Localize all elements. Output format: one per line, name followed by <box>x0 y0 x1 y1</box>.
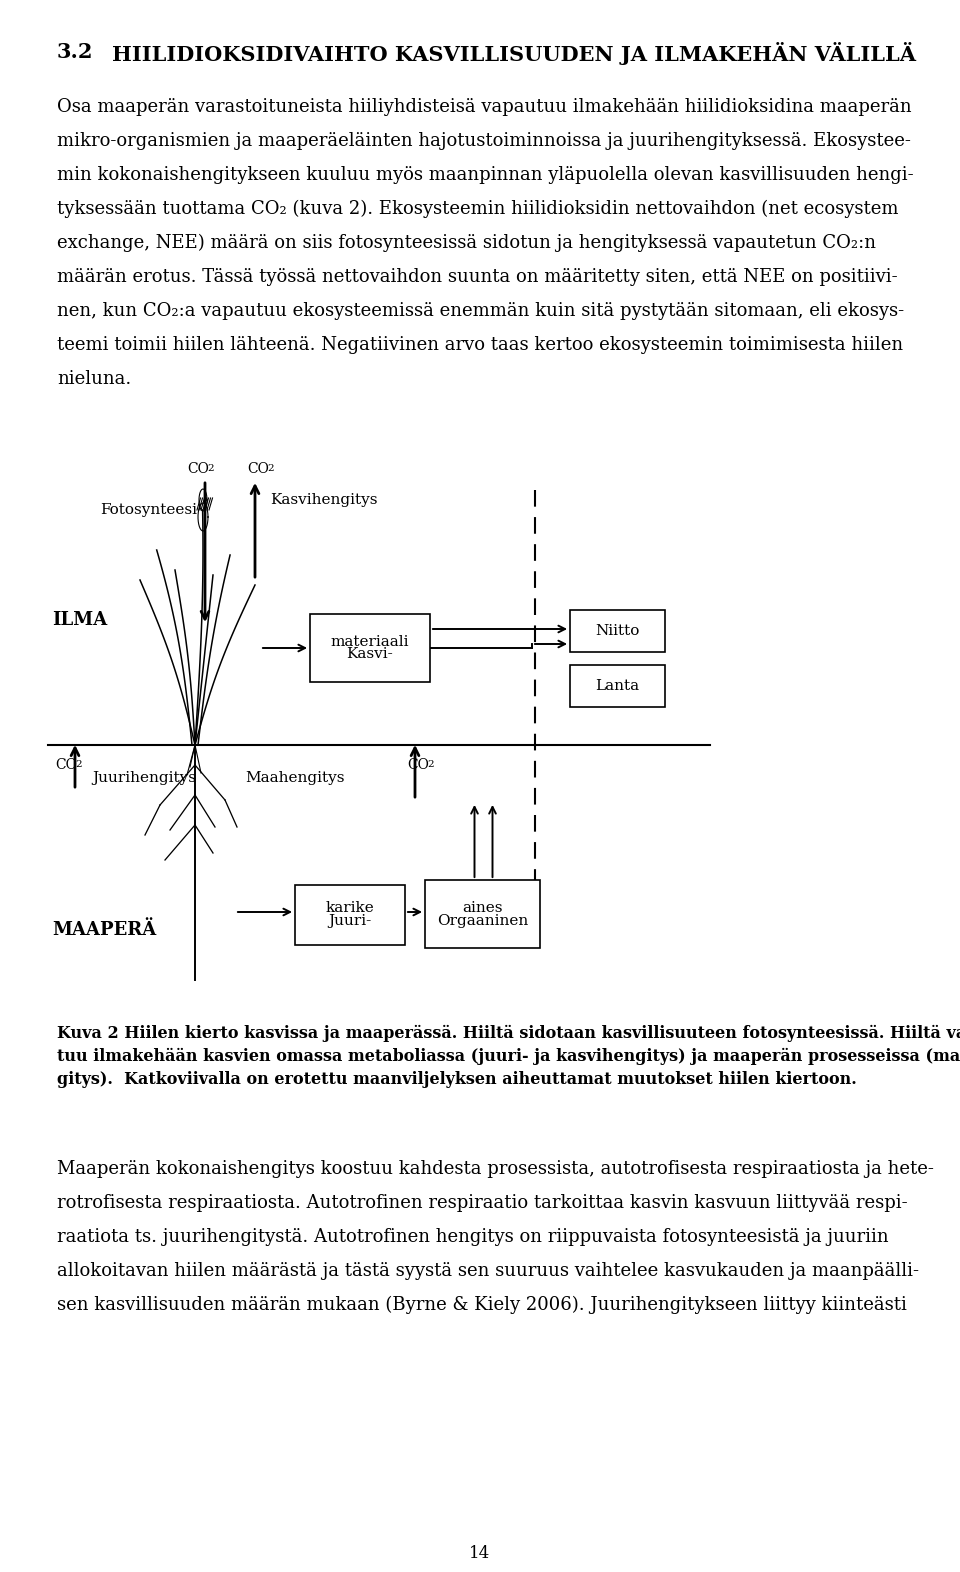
Text: CO: CO <box>55 758 77 772</box>
Text: karike: karike <box>325 901 374 915</box>
Text: Osa maaperän varastoituneista hiiliyhdisteisä vapautuu ilmakehään hiilidioksidin: Osa maaperän varastoituneista hiiliyhdis… <box>57 97 912 116</box>
Text: nen, kun CO₂:a vapautuu ekosysteemissä enemmän kuin sitä pystytään sitomaan, eli: nen, kun CO₂:a vapautuu ekosysteemissä e… <box>57 302 904 321</box>
Text: materiaali: materiaali <box>331 635 409 649</box>
Bar <box>570 665 665 707</box>
Bar <box>570 610 665 652</box>
Text: MAAPERÄ: MAAPERÄ <box>52 921 156 938</box>
Text: ILMA: ILMA <box>52 612 108 629</box>
Text: teemi toimii hiilen lähteenä. Negatiivinen arvo taas kertoo ekosysteemin toimimi: teemi toimii hiilen lähteenä. Negatiivin… <box>57 336 903 354</box>
Text: CO: CO <box>187 462 209 476</box>
Text: tuu ilmakehään kasvien omassa metaboliassa (juuri- ja kasvihengitys) ja maaperän: tuu ilmakehään kasvien omassa metabolias… <box>57 1049 960 1066</box>
Text: määrän erotus. Tässä työssä nettovaihdon suunta on määritetty siten, että NEE on: määrän erotus. Tässä työssä nettovaihdon… <box>57 267 898 286</box>
Bar <box>425 880 540 948</box>
Text: 2: 2 <box>75 759 82 769</box>
Text: tyksessään tuottama CO₂ (kuva 2). Ekosysteemin hiilidioksidin nettovaihdon (⁠net: tyksessään tuottama CO₂ (kuva 2). Ekosys… <box>57 200 899 219</box>
Text: Kuva 2 Hiilen kierto kasvissa ja maaperässä. Hiiltä sidotaan kasvillisuuteen fot: Kuva 2 Hiilen kierto kasvissa ja maaperä… <box>57 1025 960 1042</box>
Text: gitys).  Katkoviivalla on erotettu maanviljelyksen aiheuttamat muutokset hiilen : gitys). Katkoviivalla on erotettu maanvi… <box>57 1071 856 1088</box>
Text: CO: CO <box>247 462 269 476</box>
Text: Orgaaninen: Orgaaninen <box>437 913 528 927</box>
Text: 2: 2 <box>427 759 434 769</box>
Text: Maaperän kokonaishengitys koostuu kahdesta prosessista, autotrofisesta respiraat: Maaperän kokonaishengitys koostuu kahdes… <box>57 1160 934 1177</box>
Text: 3.2: 3.2 <box>57 42 93 61</box>
Text: Kasvihengitys: Kasvihengitys <box>270 494 377 508</box>
Text: 2: 2 <box>267 464 274 473</box>
Text: 2: 2 <box>207 464 214 473</box>
Text: nieluna.: nieluna. <box>57 369 132 388</box>
Text: 14: 14 <box>469 1545 491 1563</box>
Text: raatiota ts. juurihengitystä. Autotrofinen hengitys on riippuvaista fotosynteesi: raatiota ts. juurihengitystä. Autotrofin… <box>57 1228 889 1247</box>
Text: Niitto: Niitto <box>595 624 639 638</box>
Text: Juurihengitys: Juurihengitys <box>92 770 196 784</box>
Text: Juuri-: Juuri- <box>328 915 372 929</box>
Text: allokoitavan hiilen määrästä ja tästä syystä sen suuruus vaihtelee kasvukauden j: allokoitavan hiilen määrästä ja tästä sy… <box>57 1262 919 1280</box>
Text: rotrofisesta respiraatiosta. Autotrofinen respiraatio tarkoittaa kasvin kasvuun : rotrofisesta respiraatiosta. Autotrofine… <box>57 1195 907 1212</box>
Text: Lanta: Lanta <box>595 679 639 693</box>
Text: HIILIDIOKSIDIVAIHTO KASVILLISUUDEN JA ILMAKEHÄN VÄLILLÄ: HIILIDIOKSIDIVAIHTO KASVILLISUUDEN JA IL… <box>112 42 916 64</box>
Bar <box>310 615 430 682</box>
Text: mikro-organismien ja maaperäeläinten hajotustoiminnoissa ja juurihengityksessä. : mikro-organismien ja maaperäeläinten haj… <box>57 132 911 149</box>
Text: min kokonaishengitykseen kuuluu myös maanpinnan yläpuolella olevan kasvillisuude: min kokonaishengitykseen kuuluu myös maa… <box>57 167 914 184</box>
Text: exchange⁠, NEE) määrä on siis fotosynteesissä sidotun ja hengityksessä vapautetu: exchange⁠, NEE) määrä on siis fotosyntee… <box>57 234 876 252</box>
Text: sen kasvillisuuden määrän mukaan (Byrne & Kiely 2006). Juurihengitykseen liittyy: sen kasvillisuuden määrän mukaan (Byrne … <box>57 1295 907 1314</box>
Text: Kasvi-: Kasvi- <box>347 648 394 662</box>
Text: Maahengitys: Maahengitys <box>245 770 345 784</box>
Text: aines: aines <box>463 901 503 915</box>
Bar <box>295 885 405 945</box>
Text: Fotosynteesi: Fotosynteesi <box>100 503 197 517</box>
Text: CO: CO <box>407 758 429 772</box>
